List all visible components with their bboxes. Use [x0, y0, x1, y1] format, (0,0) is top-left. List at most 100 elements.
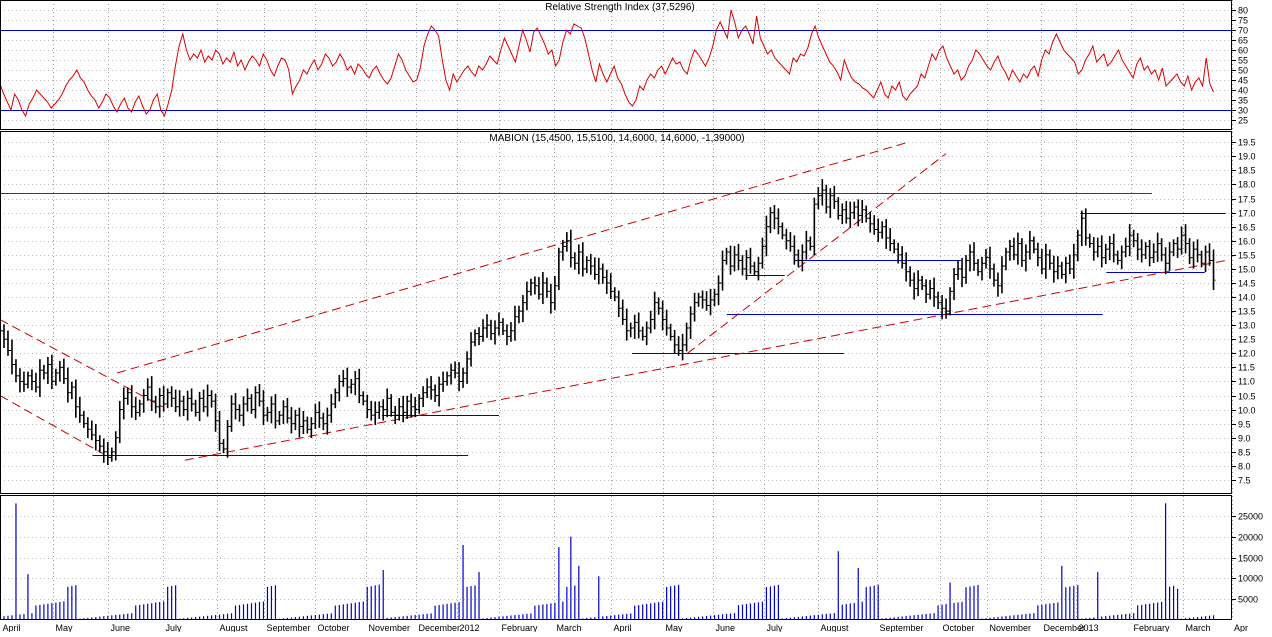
y-tick-label: 19.5: [1238, 138, 1256, 148]
price-bar: [556, 247, 561, 290]
y-tick-label: 9.5: [1238, 420, 1251, 430]
price-bar: [157, 387, 162, 418]
y-tick-label: 17.5: [1238, 195, 1256, 205]
price-bar: [301, 410, 306, 435]
y-tick-label: 16.5: [1238, 223, 1256, 233]
price-bar: [217, 410, 222, 451]
price-bar: [800, 244, 805, 272]
y-tick-label: 15.5: [1238, 251, 1256, 261]
price-bar: [69, 381, 74, 400]
y-tick-label: 30: [1238, 106, 1248, 116]
price-bar: [1159, 238, 1164, 262]
y-tick-label: 11.5: [1238, 363, 1255, 373]
price-bar: [437, 376, 442, 407]
price-bar: [405, 395, 410, 419]
price-bar: [548, 283, 553, 314]
price-bar: [1063, 256, 1068, 284]
price-bar: [453, 361, 458, 379]
price-bar: [161, 385, 166, 412]
rsi-title: Relative Strength Index (37,5296): [545, 2, 695, 13]
price-bar: [441, 371, 446, 392]
price-bar: [205, 384, 210, 417]
price-bar: [664, 309, 669, 336]
y-tick-label: 25: [1238, 116, 1248, 126]
trend-line: [0, 395, 105, 456]
price-bar: [121, 387, 126, 420]
rsi-line: [0, 9, 1214, 118]
price-bar: [1175, 237, 1180, 258]
price-bar: [1191, 241, 1196, 269]
price-bar: [465, 351, 470, 384]
price-bar: [768, 207, 773, 234]
price-bar: [540, 271, 545, 305]
trend-line: [184, 259, 1226, 461]
x-tick-label: February: [1134, 623, 1171, 632]
price-bar: [712, 288, 717, 307]
price-bar: [576, 244, 581, 275]
price-bar: [117, 400, 122, 444]
price-bar: [1139, 239, 1144, 263]
price-bar: [9, 339, 14, 375]
price-bar: [373, 401, 378, 426]
price-bar: [213, 393, 218, 432]
price-bar: [724, 247, 729, 265]
price-bar: [77, 396, 82, 423]
x-tick-label: April: [3, 623, 21, 632]
price-bar: [485, 314, 490, 338]
y-tick-label: 25000: [1238, 512, 1263, 522]
price-bar: [1119, 245, 1124, 270]
price-bar: [936, 291, 941, 310]
price-bar: [481, 319, 486, 342]
price-bar: [1183, 224, 1188, 254]
price-bar: [245, 388, 250, 412]
price-bar: [81, 410, 86, 428]
price-bar: [840, 203, 845, 225]
price-bar: [97, 435, 102, 453]
price-bar: [792, 235, 797, 265]
price-bar: [560, 239, 565, 261]
price-bar: [65, 367, 70, 403]
y-tick-label: 10000: [1238, 574, 1263, 584]
price-bar: [1127, 224, 1132, 257]
x-tick-label: September: [880, 623, 924, 632]
price-bar: [173, 389, 178, 413]
y-tick-label: 17.0: [1238, 209, 1256, 219]
price-title: MABION (15,4500, 15,5100, 14,6000, 14,60…: [489, 133, 744, 144]
price-bar: [249, 394, 254, 414]
price-bar: [720, 250, 725, 291]
price-bar: [852, 201, 857, 220]
price-bar: [305, 416, 310, 434]
price-bar: [1023, 244, 1028, 272]
y-tick-label: 14.0: [1238, 293, 1256, 303]
y-tick-label: 50: [1238, 66, 1248, 76]
x-tick-label: Apr: [1234, 623, 1248, 632]
y-tick-label: 13.5: [1238, 307, 1256, 317]
price-bar: [488, 319, 493, 341]
x-tick-label: May: [666, 623, 684, 632]
price-bar: [1107, 235, 1112, 261]
price-bar: [1167, 242, 1172, 271]
price-bar: [233, 392, 238, 420]
y-tick-label: 14.5: [1238, 279, 1256, 289]
y-tick-label: 10.0: [1238, 406, 1256, 416]
price-bar: [1163, 247, 1168, 275]
price-bar: [357, 368, 362, 404]
price-bar: [1047, 249, 1052, 270]
price-bar: [1071, 243, 1076, 279]
price-bar: [696, 292, 701, 307]
x-tick-label: November: [369, 623, 411, 632]
price-bar: [1103, 243, 1108, 265]
price-bar: [728, 245, 733, 275]
price-bar: [580, 242, 585, 277]
y-tick-label: 65: [1238, 36, 1248, 46]
price-bar: [141, 389, 146, 413]
price-bar: [289, 407, 294, 434]
price-bar: [948, 287, 953, 316]
price-bar: [321, 412, 326, 431]
price-bar: [624, 308, 629, 341]
y-tick-label: 15.0: [1238, 265, 1256, 275]
price-bar: [1211, 249, 1216, 290]
price-bar: [684, 322, 689, 352]
grid: [0, 0, 1233, 620]
